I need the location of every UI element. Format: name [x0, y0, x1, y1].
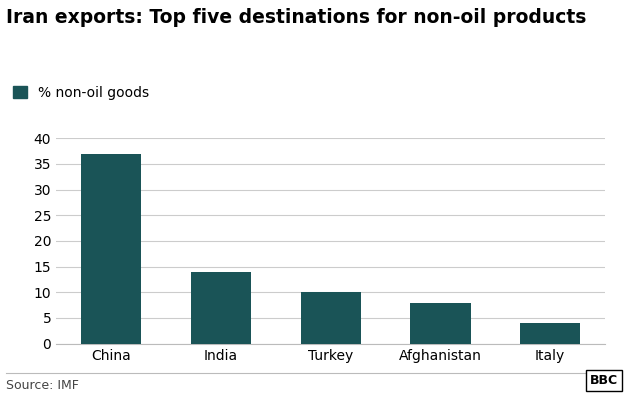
Bar: [520, 323, 580, 344]
Legend: % non-oil goods: % non-oil goods: [13, 86, 149, 100]
Bar: [81, 154, 142, 344]
Text: Source: IMF: Source: IMF: [6, 379, 79, 392]
Bar: [301, 292, 361, 344]
Text: Iran exports: Top five destinations for non-oil products: Iran exports: Top five destinations for …: [6, 8, 587, 27]
Bar: [191, 272, 251, 344]
Bar: [410, 303, 470, 344]
Text: BBC: BBC: [590, 374, 618, 387]
